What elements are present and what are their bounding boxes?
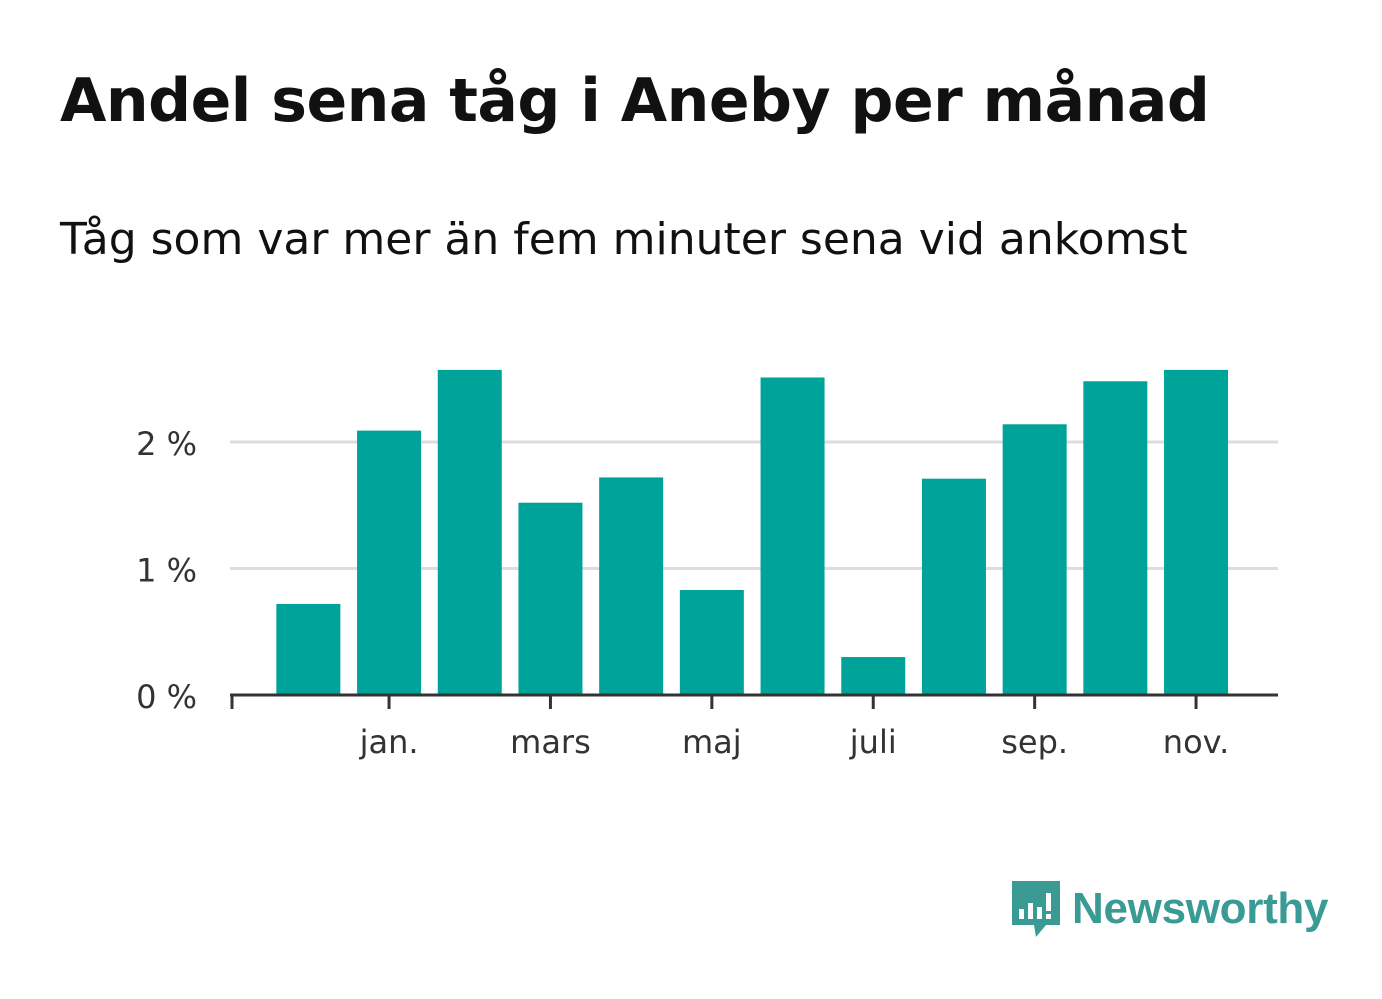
- x-tick-label: jan.: [359, 723, 419, 761]
- x-tick-label: nov.: [1163, 723, 1229, 761]
- bar: [679, 590, 744, 695]
- bar: [841, 657, 906, 695]
- newsworthy-logo-icon: [1012, 881, 1060, 937]
- x-tick-label: mars: [510, 723, 591, 761]
- tick-labels: 0 % 1 % 2 % jan. mars maj juli sep. nov.: [136, 425, 1229, 761]
- bar: [1164, 369, 1229, 695]
- bar: [276, 603, 341, 695]
- y-tick-label: 0 %: [136, 678, 197, 716]
- brand-name: Newsworthy: [1072, 884, 1329, 933]
- chart-subtitle: Tåg som var mer än fem minuter sena vid …: [60, 214, 1188, 265]
- bars: [276, 369, 1229, 695]
- bar: [357, 430, 422, 695]
- x-tick-label: sep.: [1001, 723, 1068, 761]
- bar: [518, 502, 583, 695]
- bar: [760, 377, 825, 695]
- y-tick-label: 1 %: [136, 552, 197, 590]
- x-axis: [230, 693, 1278, 709]
- brand-logo: Newsworthy: [1010, 878, 1328, 940]
- chart-title: Andel sena tåg i Aneby per månad: [60, 66, 1210, 136]
- bar: [599, 477, 664, 695]
- y-tick-label: 2 %: [136, 425, 197, 463]
- bar: [437, 369, 502, 695]
- bar: [1083, 381, 1148, 695]
- bar: [1002, 424, 1067, 695]
- x-tick-label: juli: [849, 723, 897, 761]
- bar: [921, 478, 986, 695]
- x-tick-label: maj: [682, 723, 742, 761]
